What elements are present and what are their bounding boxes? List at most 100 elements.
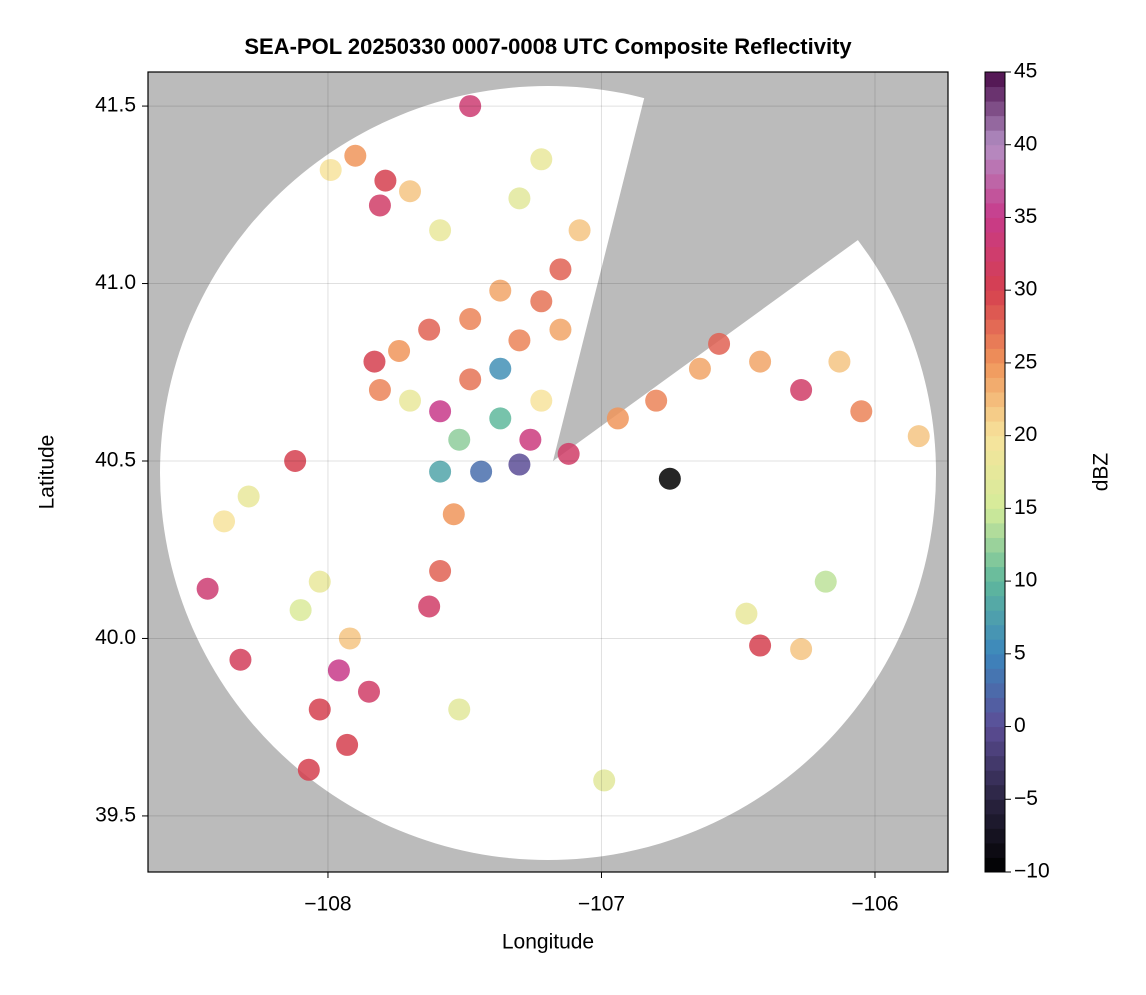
- echo-cell: [530, 290, 553, 313]
- colorbar-band: [985, 522, 1005, 538]
- echo-cell: [374, 169, 397, 192]
- echo-cell: [448, 698, 471, 721]
- echo-cell: [735, 602, 758, 625]
- y-tick-label: 40.0: [95, 626, 136, 649]
- echo-cell: [459, 368, 482, 391]
- x-axis-label: Longitude: [502, 931, 594, 954]
- echo-cell: [489, 357, 512, 380]
- echo-cell: [850, 400, 873, 423]
- echo-cell: [399, 389, 422, 412]
- y-tick-label: 41.5: [95, 94, 136, 117]
- colorbar-tick-label: 10: [1014, 569, 1037, 592]
- colorbar-band: [985, 712, 1005, 728]
- colorbar-tick-label: 40: [1014, 132, 1037, 155]
- colorbar-band: [985, 130, 1005, 146]
- echo-cell: [530, 389, 553, 412]
- colorbar-band: [985, 115, 1005, 131]
- echo-cell: [530, 148, 553, 171]
- colorbar-band: [985, 435, 1005, 451]
- colorbar-band: [985, 377, 1005, 393]
- colorbar-tick-label: 20: [1014, 423, 1037, 446]
- plot-area: [160, 72, 948, 860]
- echo-cell: [284, 449, 307, 472]
- y-tick-label: 40.5: [95, 449, 136, 472]
- colorbar-band: [985, 610, 1005, 626]
- echo-cell: [429, 219, 452, 242]
- colorbar-band: [985, 392, 1005, 408]
- echo-cell: [237, 485, 260, 508]
- echo-cell: [814, 570, 837, 593]
- echo-cell: [549, 258, 572, 281]
- colorbar-band: [985, 784, 1005, 800]
- colorbar-band: [985, 290, 1005, 306]
- colorbar-band: [985, 406, 1005, 422]
- echo-cell: [489, 279, 512, 302]
- colorbar-band: [985, 828, 1005, 844]
- colorbar-band: [985, 304, 1005, 320]
- colorbar-band: [985, 741, 1005, 757]
- colorbar-band: [985, 668, 1005, 684]
- echo-cell: [319, 158, 342, 181]
- echo-cell: [229, 648, 252, 671]
- echo-cell: [338, 627, 361, 650]
- echo-cell: [907, 425, 930, 448]
- colorbar-band: [985, 726, 1005, 742]
- colorbar-frame: [984, 71, 1006, 873]
- echo-cell: [688, 357, 711, 380]
- echo-cell: [593, 769, 616, 792]
- echo-cell: [508, 453, 531, 476]
- colorbar-band: [985, 493, 1005, 509]
- echo-cell: [368, 379, 391, 402]
- colorbar-tick-label: 15: [1014, 496, 1037, 519]
- colorbar-tick-label: 25: [1014, 350, 1037, 373]
- chart-title: SEA-POL 20250330 0007-0008 UTC Composite…: [244, 34, 852, 59]
- echo-cell: [658, 467, 681, 490]
- echo-cell: [344, 144, 367, 167]
- colorbar-band: [985, 261, 1005, 277]
- echo-cell: [308, 570, 331, 593]
- echo-cell: [568, 219, 591, 242]
- colorbar-tick-label: 30: [1014, 278, 1037, 301]
- colorbar-band: [985, 799, 1005, 815]
- echo-cell: [790, 638, 813, 661]
- echo-cell: [442, 503, 465, 526]
- colorbar-band: [985, 173, 1005, 189]
- echo-cell: [429, 400, 452, 423]
- echo-cell: [418, 318, 441, 341]
- colorbar-band: [985, 581, 1005, 597]
- plot-frame: [147, 71, 949, 873]
- echo-cell: [459, 95, 482, 118]
- colorbar-band: [985, 639, 1005, 655]
- colorbar-band: [985, 202, 1005, 218]
- blocked-sector: [553, 72, 948, 461]
- echo-cell: [708, 332, 731, 355]
- y-tick-label: 41.0: [95, 271, 136, 294]
- colorbar-band: [985, 857, 1005, 873]
- colorbar-band: [985, 464, 1005, 480]
- echo-cell: [363, 350, 386, 373]
- colorbar-tick-label: 45: [1014, 60, 1037, 83]
- echo-cell: [399, 180, 422, 203]
- colorbar-tick-label: 35: [1014, 205, 1037, 228]
- echo-cell: [459, 308, 482, 331]
- colorbar-band: [985, 595, 1005, 611]
- echo-cell: [470, 460, 493, 483]
- echo-cell: [357, 680, 380, 703]
- echo-cell: [429, 460, 452, 483]
- y-axis-label: Latitude: [36, 435, 59, 510]
- colorbar-band: [985, 508, 1005, 524]
- colorbar-band: [985, 188, 1005, 204]
- echo-cell: [418, 595, 441, 618]
- colorbar-band: [985, 479, 1005, 495]
- colorbar-band: [985, 421, 1005, 437]
- echo-cell: [308, 698, 331, 721]
- colorbar-band: [985, 552, 1005, 568]
- colorbar-band: [985, 682, 1005, 698]
- colorbar-band: [985, 319, 1005, 335]
- colorbar-tick-label: 0: [1014, 714, 1026, 737]
- echo-cell: [368, 194, 391, 217]
- colorbar-band: [985, 624, 1005, 640]
- echo-cell: [645, 389, 668, 412]
- colorbar-band: [985, 275, 1005, 291]
- echo-cell: [508, 329, 531, 352]
